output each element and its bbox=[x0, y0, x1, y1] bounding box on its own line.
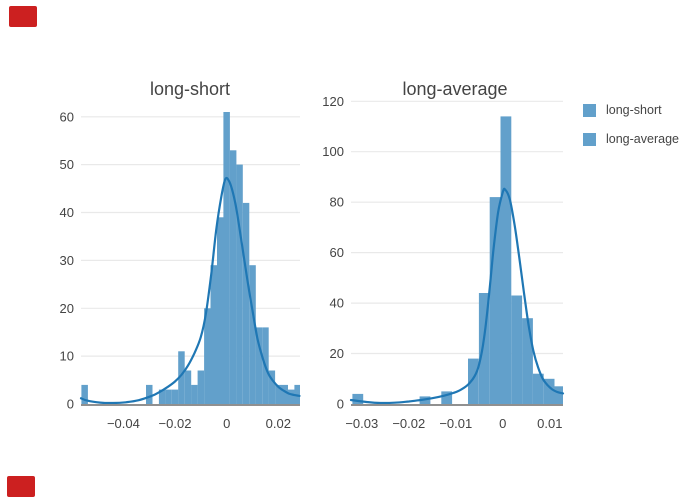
y-tick-label: 40 bbox=[60, 205, 74, 220]
kde-curve bbox=[79, 176, 301, 405]
red-marker-bottom-left bbox=[7, 476, 35, 497]
y-tick-label: 100 bbox=[322, 144, 344, 159]
histogram-bar bbox=[522, 318, 533, 404]
histogram-bar bbox=[554, 386, 563, 404]
histogram-bar bbox=[489, 197, 501, 404]
y-tick-label: 60 bbox=[330, 245, 344, 260]
histogram-bar bbox=[500, 116, 512, 405]
histogram-bar bbox=[204, 308, 211, 404]
histogram-bar bbox=[288, 389, 295, 404]
legend-swatch-icon bbox=[583, 103, 596, 117]
histogram-bar bbox=[178, 351, 185, 404]
histogram-bar bbox=[184, 370, 192, 404]
histogram-bar bbox=[236, 164, 243, 404]
x-tick-label: 0.01 bbox=[537, 416, 562, 431]
histogram-bar bbox=[165, 389, 172, 404]
histogram-bar bbox=[229, 150, 237, 404]
y-tick-label: 50 bbox=[60, 157, 74, 172]
histogram-bar bbox=[543, 378, 555, 404]
y-tick-label: 40 bbox=[330, 296, 344, 311]
legend-swatch-icon bbox=[583, 132, 596, 146]
histogram-bar bbox=[81, 384, 88, 404]
histogram-bar bbox=[478, 293, 490, 404]
legend-item-long-short[interactable]: long-short bbox=[583, 103, 679, 117]
y-tick-label: 0 bbox=[337, 397, 344, 412]
x-tick-label: 0.02 bbox=[266, 416, 291, 431]
red-marker-top-left bbox=[9, 6, 37, 27]
y-tick-label: 30 bbox=[60, 253, 74, 268]
histogram-bar bbox=[210, 265, 217, 404]
histogram-bar bbox=[217, 217, 224, 404]
x-tick-label: −0.03 bbox=[345, 416, 378, 431]
histogram-bar bbox=[223, 112, 230, 404]
histogram-bar bbox=[249, 265, 256, 404]
y-tick-label: 60 bbox=[60, 109, 74, 124]
subplot-long-average: 0 20 40 60 80 100 120 −0.03 −0.02 −0.01 0 0.01 bbox=[322, 94, 565, 431]
histogram-bar bbox=[242, 202, 250, 404]
histogram-bar bbox=[468, 358, 479, 404]
histogram-bar bbox=[352, 393, 364, 404]
x-tick-label: −0.01 bbox=[439, 416, 472, 431]
histogram-bar bbox=[441, 391, 453, 404]
subplot-long-short: 0 10 20 30 40 50 60 −0.04 −0.02 0 0.02 bbox=[60, 109, 301, 431]
y-tick-label: 20 bbox=[330, 346, 344, 361]
y-tick-label: 80 bbox=[330, 195, 344, 210]
histogram-bar bbox=[511, 295, 523, 404]
legend-item-long-average[interactable]: long-average bbox=[583, 132, 679, 146]
x-tick-label: 0 bbox=[223, 416, 230, 431]
histogram-bar bbox=[532, 373, 544, 404]
histogram-bar bbox=[158, 389, 166, 404]
y-tick-label: 20 bbox=[60, 301, 74, 316]
y-tick-label: 120 bbox=[322, 94, 344, 109]
histogram-bar bbox=[171, 389, 179, 404]
legend: long-short long-average bbox=[583, 103, 679, 161]
y-tick-label: 10 bbox=[60, 349, 74, 364]
legend-label: long-average bbox=[606, 132, 679, 146]
y-tick-label: 0 bbox=[67, 397, 74, 412]
histogram-bar bbox=[275, 384, 282, 404]
histogram-bar bbox=[191, 384, 198, 404]
x-tick-label: 0 bbox=[499, 416, 506, 431]
subplot-title-long-short: long-short bbox=[149, 79, 231, 99]
histogram-bar bbox=[146, 384, 153, 404]
x-tick-label: −0.02 bbox=[159, 416, 192, 431]
histogram-bar bbox=[197, 370, 205, 404]
histogram-bar bbox=[281, 384, 288, 404]
histogram-bar bbox=[268, 370, 276, 404]
kde-curve bbox=[349, 187, 565, 405]
subplot-title-long-average: long-average bbox=[402, 79, 508, 99]
x-tick-label: −0.02 bbox=[392, 416, 425, 431]
histogram-bar bbox=[255, 327, 263, 404]
legend-label: long-short bbox=[606, 103, 662, 117]
x-tick-label: −0.04 bbox=[107, 416, 140, 431]
